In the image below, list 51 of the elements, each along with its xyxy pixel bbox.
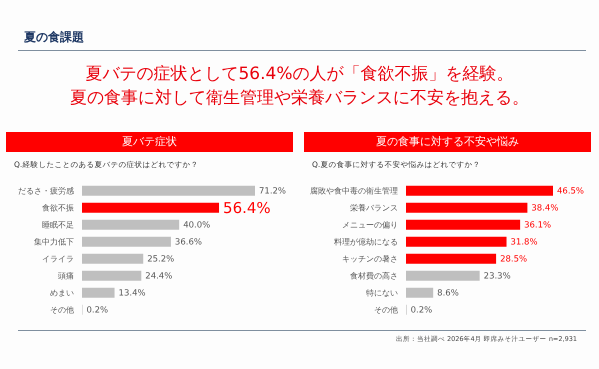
chart-title: 夏バテ症状 (6, 132, 293, 152)
bar (406, 236, 507, 247)
data-label: 40.0% (183, 220, 210, 231)
y-tick-label: 特にない (366, 288, 398, 298)
y-tick-label: 食材費の高さ (350, 271, 398, 280)
data-label: 0.2% (410, 306, 432, 316)
y-tick-label: 頭痛 (58, 271, 74, 280)
y-tick-label: 食欲不振 (42, 203, 74, 212)
data-label: 28.5% (500, 254, 528, 265)
data-label: 38.4% (531, 204, 558, 214)
bar (82, 254, 144, 264)
data-label: 36.6% (174, 238, 202, 248)
bar (82, 202, 220, 213)
bar (406, 254, 496, 264)
y-tick-label: その他 (50, 305, 74, 314)
data-label: 31.8% (510, 238, 538, 248)
data-label: 25.2% (147, 254, 174, 265)
bar (406, 220, 520, 230)
chart-title: 夏の食事に対する不安や悩み (304, 132, 591, 152)
y-tick-label: イライラ (42, 254, 74, 264)
y-tick-label: 腐敗や食中毒の衛生管理 (310, 186, 398, 196)
y-tick-label: めまい (50, 288, 74, 298)
y-tick-label: だるさ・疲労感 (18, 186, 74, 196)
bar (406, 270, 480, 281)
bar (82, 236, 171, 247)
data-label: 23.3% (484, 272, 511, 282)
y-tick-label: 集中力低下 (34, 237, 74, 246)
data-label: 8.6% (437, 288, 459, 299)
bar (82, 220, 180, 230)
bar (406, 186, 553, 196)
y-tick-label: その他 (374, 305, 398, 314)
bar (406, 288, 434, 298)
data-label: 24.4% (145, 272, 172, 282)
text: 夏の食事に対して衛生管理や栄養バランスに不安を抱える。 (69, 87, 530, 110)
bar (82, 186, 255, 196)
bar (82, 288, 115, 298)
y-tick-label: 栄養バランス (350, 203, 398, 212)
data-label: 46.5% (557, 186, 584, 197)
text: 夏バテの症状として56.4%の人が「食欲不振」を経験。 (84, 63, 514, 86)
bar (82, 270, 142, 281)
y-tick-label: 料理が億劫になる (334, 237, 398, 246)
data-label: 71.2% (259, 186, 286, 197)
data-label: 36.1% (524, 220, 552, 231)
text: 夏の食課題 (24, 29, 84, 46)
data-label: 13.4% (118, 288, 146, 299)
data-label: 56.4% (223, 198, 271, 217)
y-tick-label: 睡眠不足 (42, 220, 74, 230)
data-label: 0.2% (86, 306, 108, 316)
y-tick-label: キッチンの暑さ (342, 254, 398, 264)
bar (406, 202, 528, 213)
y-tick-label: メニューの偏り (342, 220, 398, 230)
